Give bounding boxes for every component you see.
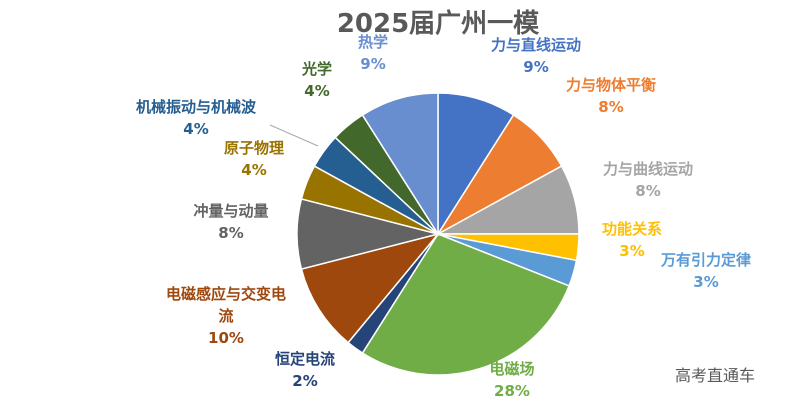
slice-value-label: 4% (304, 82, 329, 100)
pie-slice (300, 232, 441, 344)
slice-name-label: 电磁场 (489, 360, 534, 378)
slice-name-label: 流 (218, 307, 233, 325)
slice-value-label: 8% (598, 98, 623, 116)
watermark-text: 高考直通车 (675, 366, 755, 385)
slice-value-label: 4% (183, 120, 208, 138)
pie-slices (296, 92, 580, 376)
slice-name-label: 光学 (301, 60, 332, 78)
slice-label: 万有引力定律 3% (660, 251, 751, 291)
slice-value-label: 9% (360, 55, 385, 73)
slice-value-label: 3% (693, 273, 718, 291)
slice-name-label: 原子物理 (224, 139, 284, 157)
slice-name-label: 机械振动与机械波 (136, 98, 257, 116)
slice-label: 力与曲线运动 8% (603, 160, 693, 200)
chart-title: 2025届广州一模 (337, 9, 540, 39)
slice-label: 力与直线运动 9% (491, 36, 581, 76)
slice-label: 功能关系 3% (602, 220, 662, 260)
slice-label: 电磁场 28% (489, 360, 534, 400)
slice-name-label: 万有引力定律 (660, 251, 751, 269)
leader-line (269, 124, 319, 147)
slice-value-label: 4% (241, 161, 266, 179)
pie-slice (437, 92, 515, 237)
slice-label: 机械振动与机械波 4% (136, 98, 257, 138)
slice-label: 光学 4% (301, 60, 332, 100)
slice-label: 热学 9% (358, 33, 388, 73)
leader-lines (269, 124, 319, 147)
slice-value-label: 10% (208, 329, 244, 347)
slice-label: 力与物体平衡 8% (566, 76, 656, 116)
slice-value-label: 28% (494, 382, 530, 400)
pie-slice (361, 233, 571, 376)
slice-labels: 力与直线运动 9% 力与物体平衡 8% 力与曲线运动 8% 功能关系 3% 万有引力定律 3% 电磁… (136, 33, 751, 400)
slice-label: 冲量与动量 8% (193, 202, 268, 242)
slice-name-label: 力与物体平衡 (566, 76, 656, 94)
slice-value-label: 8% (218, 224, 243, 242)
slice-name-label: 热学 (358, 33, 388, 51)
slice-name-label: 功能关系 (602, 220, 662, 238)
slice-value-label: 8% (635, 182, 660, 200)
slice-name-label: 恒定电流 (275, 350, 335, 368)
slice-value-label: 9% (523, 58, 548, 76)
slice-value-label: 3% (619, 242, 644, 260)
slice-label: 电磁感应与交变电流 10% (166, 285, 286, 347)
slice-name-label: 电磁感应与交变电 (166, 285, 286, 303)
slice-label: 原子物理 4% (224, 139, 284, 179)
slice-name-label: 力与直线运动 (491, 36, 581, 54)
slice-label: 恒定电流 2% (275, 350, 335, 390)
slice-name-label: 冲量与动量 (193, 202, 268, 220)
slice-value-label: 2% (292, 372, 317, 390)
slice-name-label: 力与曲线运动 (603, 160, 693, 178)
pie-slice (361, 92, 439, 237)
